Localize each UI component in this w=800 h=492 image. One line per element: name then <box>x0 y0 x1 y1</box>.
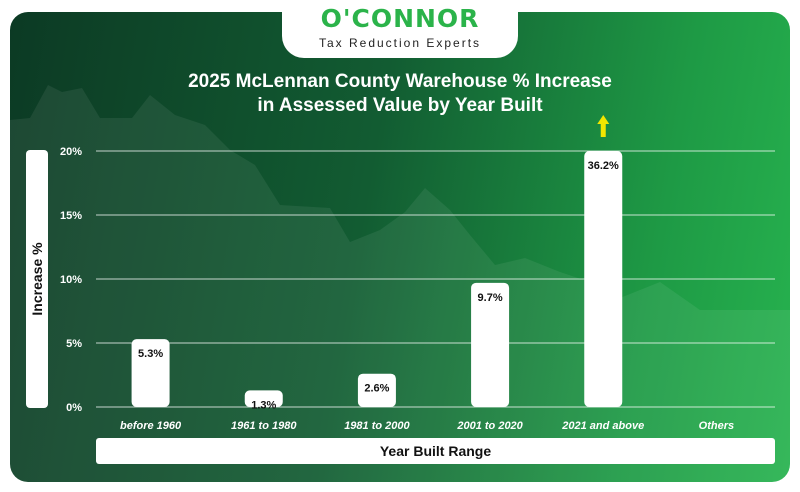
y-tick-label: 10% <box>60 274 82 286</box>
y-tick-label: 15% <box>60 210 82 222</box>
y-tick-label: 20% <box>60 146 82 158</box>
x-axis-tick-labels: before 1960 1961 to 1980 1981 to 2000 2001 … <box>120 420 734 432</box>
x-axis-label: Year Built Range <box>379 443 492 459</box>
logo-tab: O'CONNOR Tax Reduction Experts <box>282 0 518 58</box>
y-axis-label: Increase % <box>29 242 45 316</box>
data-labels: 5.3% 1.3% 2.6% 9.7% 36.2% <box>138 160 619 411</box>
bar <box>131 339 170 407</box>
x-tick-label: before 1960 <box>120 420 182 432</box>
chart-title: 2025 McLennan County Warehouse % Increas… <box>100 70 700 118</box>
chart-title-line-2: in Assessed Value by Year Built <box>257 95 543 116</box>
logo-wordmark: O'CONNOR <box>320 4 480 33</box>
data-label: 2.6% <box>364 383 389 395</box>
x-tick-label: 2021 and above <box>561 420 644 432</box>
x-tick-label: 1961 to 1980 <box>231 420 297 432</box>
data-label: 36.2% <box>588 160 619 172</box>
y-tick-label: 0% <box>66 402 82 414</box>
up-arrow-head <box>597 115 610 124</box>
data-label: 9.7% <box>478 292 503 304</box>
up-arrow-shaft <box>600 123 606 137</box>
y-axis-tick-labels: 0% 5% 10% 15% 20% <box>60 146 82 414</box>
bar <box>357 373 396 407</box>
gridlines <box>96 150 775 408</box>
y-axis-label-box <box>26 150 48 408</box>
x-tick-label: Others <box>699 420 734 432</box>
data-label: 1.3% <box>251 399 276 411</box>
up-arrow-icon <box>597 115 610 137</box>
x-tick-label: 1981 to 2000 <box>344 420 410 432</box>
bar <box>471 282 510 407</box>
x-tick-label: 2001 to 2020 <box>456 420 523 432</box>
bar <box>584 151 623 407</box>
bars <box>131 151 623 407</box>
chart-title-line-1: 2025 McLennan County Warehouse % Increas… <box>188 71 612 92</box>
bar <box>244 390 283 407</box>
logo-tagline: Tax Reduction Experts <box>318 36 482 50</box>
data-label: 5.3% <box>138 348 163 360</box>
x-axis-label-box <box>96 438 775 464</box>
y-tick-label: 5% <box>66 338 82 350</box>
